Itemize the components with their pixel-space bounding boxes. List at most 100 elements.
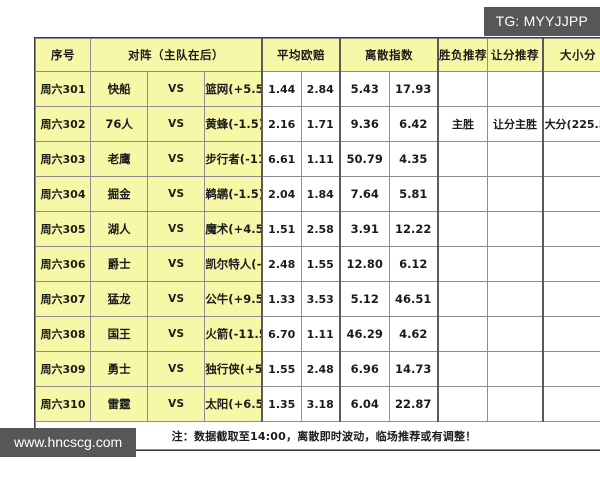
cell-avg-euro-2: 1.11 <box>300 316 341 352</box>
cell-avg-euro-1: 1.33 <box>261 281 302 317</box>
cell-avg-euro-2: 1.84 <box>300 176 341 212</box>
header-cell-win-rec: 胜负推荐 <box>437 38 488 72</box>
cell-vs-label: VS <box>147 141 206 177</box>
cell-dispersion-1: 7.64 <box>339 176 390 212</box>
cell-dispersion-1: 6.96 <box>339 351 390 387</box>
cell-win-rec <box>437 316 488 352</box>
cell-dispersion-2: 22.87 <box>388 386 439 422</box>
cell-avg-euro-1: 2.48 <box>261 246 302 282</box>
cell-avg-euro-1: 1.35 <box>261 386 302 422</box>
cell-home-team: 公牛(+9.5) <box>204 281 263 317</box>
cell-away-team: 勇士 <box>89 351 149 387</box>
header-cell-id: 序号 <box>35 38 91 72</box>
cell-total-rec <box>542 211 600 247</box>
table-row: 周六302 76人 VS 黄蜂(-1.5) 2.16 1.71 9.36 6.42 主胜 让分主胜… <box>35 106 600 142</box>
cell-dispersion-1: 50.79 <box>339 141 390 177</box>
cell-avg-euro-2: 3.53 <box>300 281 341 317</box>
header-cell-total-rec: 大小分 <box>542 38 600 72</box>
cell-spread-rec <box>487 351 544 387</box>
cell-avg-euro-1: 1.44 <box>261 71 302 107</box>
cell-vs-label: VS <box>147 71 206 107</box>
cell-dispersion-2: 6.42 <box>388 106 439 142</box>
cell-total-rec <box>542 281 600 317</box>
cell-spread-rec <box>487 246 544 282</box>
cell-dispersion-2: 46.51 <box>388 281 439 317</box>
cell-avg-euro-2: 1.55 <box>300 246 341 282</box>
cell-vs-label: VS <box>147 351 206 387</box>
table-row: 周六304 掘金 VS 鹈鹕(-1.5) 2.04 1.84 7.64 5.81 <box>35 176 600 212</box>
cell-dispersion-1: 3.91 <box>339 211 390 247</box>
cell-away-team: 76人 <box>89 106 149 142</box>
cell-vs-label: VS <box>147 316 206 352</box>
cell-avg-euro-1: 2.04 <box>261 176 302 212</box>
cell-dispersion-1: 12.80 <box>339 246 390 282</box>
cell-spread-rec <box>487 211 544 247</box>
cell-dispersion-1: 6.04 <box>339 386 390 422</box>
cell-away-team: 雷霆 <box>89 386 149 422</box>
cell-spread-rec <box>487 141 544 177</box>
cell-dispersion-2: 4.35 <box>388 141 439 177</box>
header-cell-dispersion: 离散指数 <box>339 38 439 72</box>
table-body: 周六301快船VS篮网(+5.5)1.442.845.4317.93周六3027… <box>35 71 600 422</box>
cell-total-rec <box>542 71 600 107</box>
cell-home-team: 凯尔特人(-5.5) <box>204 246 263 282</box>
cell-match-id: 周六309 <box>35 351 91 387</box>
cell-avg-euro-2: 2.84 <box>300 71 341 107</box>
cell-spread-rec <box>487 176 544 212</box>
cell-spread-rec <box>487 281 544 317</box>
site-watermark: www.hncscg.com <box>0 428 137 457</box>
cell-match-id: 周六310 <box>35 386 91 422</box>
cell-vs-label: VS <box>147 281 206 317</box>
cell-dispersion-2: 17.93 <box>388 71 439 107</box>
cell-win-rec <box>437 176 488 212</box>
cell-avg-euro-2: 3.18 <box>300 386 341 422</box>
cell-avg-euro-1: 2.16 <box>261 106 302 142</box>
cell-vs-label: VS <box>147 106 206 142</box>
cell-win-rec: 主胜 <box>437 106 488 142</box>
cell-away-team: 老鹰 <box>89 141 149 177</box>
cell-avg-euro-2: 2.58 <box>300 211 341 247</box>
cell-home-team: 鹈鹕(-1.5) <box>204 176 263 212</box>
cell-total-rec <box>542 141 600 177</box>
cell-dispersion-1: 5.43 <box>339 71 390 107</box>
cell-spread-rec: 让分主胜 <box>487 106 544 142</box>
telegram-handle-badge: TG: MYYJJPP <box>483 7 600 36</box>
cell-dispersion-2: 5.81 <box>388 176 439 212</box>
cell-total-rec: 大分(225.5) <box>542 106 600 142</box>
cell-away-team: 湖人 <box>89 211 149 247</box>
cell-spread-rec <box>487 316 544 352</box>
cell-total-rec <box>542 386 600 422</box>
header-row: 序号 对阵（主队在后） 平均欧赔 离散指数 胜负推荐 让分推荐 大小分 <box>35 38 600 72</box>
cell-total-rec <box>542 176 600 212</box>
cell-win-rec <box>437 351 488 387</box>
cell-avg-euro-1: 6.61 <box>261 141 302 177</box>
cell-away-team: 掘金 <box>89 176 149 212</box>
cell-dispersion-1: 9.36 <box>339 106 390 142</box>
cell-match-id: 周六303 <box>35 141 91 177</box>
header-cell-matchup: 对阵（主队在后） <box>90 38 263 72</box>
cell-vs-label: VS <box>147 176 206 212</box>
cell-home-team: 太阳(+6.5) <box>204 386 263 422</box>
cell-avg-euro-2: 1.11 <box>300 141 341 177</box>
cell-match-id: 周六301 <box>35 71 91 107</box>
cell-total-rec <box>542 246 600 282</box>
nba-odds-table: 序号 对阵（主队在后） 平均欧赔 离散指数 胜负推荐 让分推荐 大小分 周六30… <box>34 37 600 451</box>
cell-away-team: 国王 <box>89 316 149 352</box>
cell-dispersion-2: 12.22 <box>388 211 439 247</box>
cell-spread-rec <box>487 71 544 107</box>
cell-dispersion-2: 6.12 <box>388 246 439 282</box>
cell-home-team: 魔术(+4.5) <box>204 211 263 247</box>
cell-avg-euro-1: 1.55 <box>261 351 302 387</box>
cell-dispersion-1: 5.12 <box>339 281 390 317</box>
cell-total-rec <box>542 316 600 352</box>
cell-dispersion-2: 4.62 <box>388 316 439 352</box>
cell-match-id: 周六306 <box>35 246 91 282</box>
cell-win-rec <box>437 141 488 177</box>
cell-match-id: 周六307 <box>35 281 91 317</box>
cell-match-id: 周六305 <box>35 211 91 247</box>
cell-home-team: 篮网(+5.5) <box>204 71 263 107</box>
